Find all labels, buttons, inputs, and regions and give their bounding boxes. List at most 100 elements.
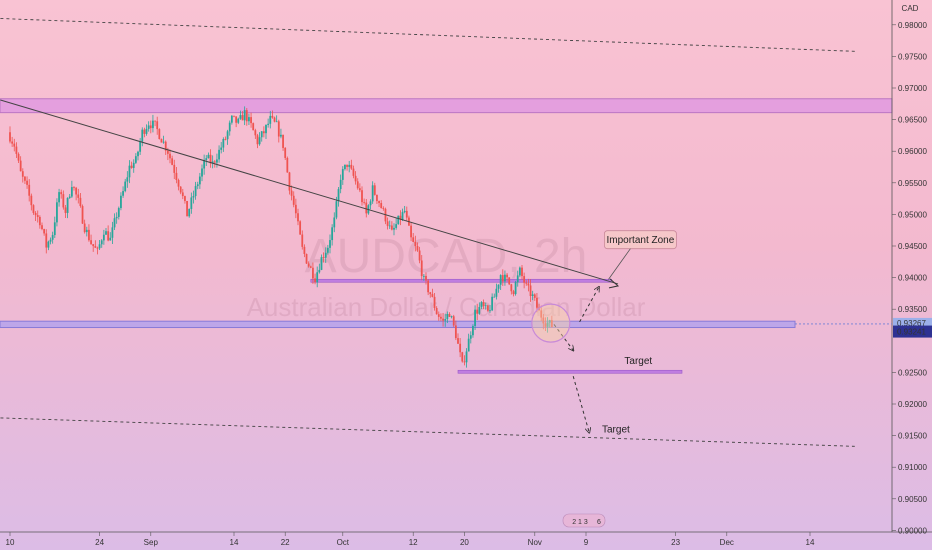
candle-body bbox=[489, 310, 491, 312]
candle-body bbox=[444, 319, 447, 321]
candle-134 bbox=[294, 198, 297, 219]
candle-208 bbox=[452, 314, 455, 328]
candle-body bbox=[361, 190, 363, 203]
y-tick-label-8: 0.94000 bbox=[898, 274, 927, 283]
candle-body bbox=[301, 234, 304, 247]
candle-135 bbox=[297, 208, 299, 226]
candle-body bbox=[363, 202, 366, 203]
candle-199 bbox=[433, 292, 436, 311]
candle-164 bbox=[358, 183, 361, 193]
candle-body bbox=[88, 229, 90, 241]
candle-body bbox=[124, 181, 127, 192]
candle-157 bbox=[344, 164, 346, 171]
candle-153 bbox=[335, 196, 338, 220]
candle-194 bbox=[422, 273, 425, 281]
events-extra: 6 bbox=[597, 519, 601, 526]
candle-body bbox=[461, 352, 464, 362]
candle-233 bbox=[506, 272, 508, 282]
candle-body bbox=[47, 241, 50, 248]
candle-163 bbox=[356, 178, 359, 190]
candle-body bbox=[228, 122, 231, 132]
candle-141 bbox=[309, 265, 312, 269]
candle-64 bbox=[145, 124, 148, 136]
y-tick-label-6: 0.95000 bbox=[898, 210, 927, 219]
candle-body bbox=[256, 135, 259, 145]
candle-body bbox=[102, 234, 105, 241]
candle-97 bbox=[216, 153, 218, 168]
candle-body bbox=[538, 307, 540, 311]
candle-61 bbox=[139, 137, 142, 155]
candle-body bbox=[512, 291, 515, 295]
candle-body bbox=[260, 131, 263, 138]
candle-251 bbox=[544, 317, 547, 331]
candle-body bbox=[467, 338, 470, 352]
candle-142 bbox=[312, 262, 314, 284]
candle-195 bbox=[425, 272, 427, 285]
candle-body bbox=[267, 123, 270, 125]
candle-body bbox=[504, 274, 506, 282]
annotations: Important Zone Target Target 2 1 3 6 bbox=[531, 230, 677, 528]
candle-body bbox=[11, 141, 14, 144]
candle-6 bbox=[21, 168, 24, 183]
candle-179 bbox=[390, 221, 393, 231]
candle-57 bbox=[130, 161, 133, 169]
candle-187 bbox=[408, 215, 410, 226]
candle-body bbox=[446, 314, 449, 320]
candle-body bbox=[454, 325, 457, 339]
candle-body bbox=[156, 121, 159, 130]
candle-body bbox=[418, 250, 421, 261]
candle-53 bbox=[122, 186, 124, 198]
candle-20 bbox=[51, 231, 54, 244]
candle-32 bbox=[77, 188, 80, 204]
candle-90 bbox=[201, 164, 203, 182]
candle-body bbox=[265, 124, 267, 134]
candle-body bbox=[307, 263, 310, 267]
candle-239 bbox=[518, 266, 521, 278]
candle-143 bbox=[314, 273, 316, 285]
annotation-box-0 bbox=[604, 230, 677, 250]
candle-body bbox=[241, 115, 244, 121]
candle-248 bbox=[538, 303, 540, 311]
candle-79 bbox=[177, 178, 180, 191]
candle-1 bbox=[11, 136, 14, 147]
candle-41 bbox=[96, 246, 99, 255]
candle-body bbox=[169, 153, 171, 159]
candle-body bbox=[239, 115, 242, 119]
candle-body bbox=[222, 138, 225, 148]
candle-169 bbox=[369, 199, 372, 210]
candle-73 bbox=[164, 140, 167, 155]
candle-body bbox=[521, 267, 523, 277]
candle-131 bbox=[288, 171, 291, 195]
candle-177 bbox=[386, 217, 389, 230]
candle-25 bbox=[62, 190, 65, 210]
drawings bbox=[0, 18, 855, 447]
y-tick-label-11: 0.92000 bbox=[898, 400, 927, 409]
candle-148 bbox=[324, 247, 327, 263]
candle-88 bbox=[196, 181, 199, 190]
candle-23 bbox=[58, 188, 60, 207]
candle-43 bbox=[100, 239, 103, 248]
candle-body bbox=[271, 115, 274, 118]
candle-72 bbox=[162, 135, 165, 144]
candle-188 bbox=[410, 222, 412, 242]
x-tick-label-3: 14 bbox=[230, 538, 239, 547]
candle-body bbox=[369, 201, 372, 206]
candle-229 bbox=[497, 284, 500, 293]
candle-body bbox=[412, 237, 415, 242]
candle-body bbox=[32, 205, 35, 213]
candle-118 bbox=[260, 130, 263, 142]
candle-95 bbox=[211, 155, 214, 169]
candle-body bbox=[224, 138, 227, 140]
candle-147 bbox=[322, 252, 325, 263]
y-tick-label-3: 0.96500 bbox=[898, 116, 927, 125]
candle-body bbox=[181, 192, 184, 197]
candle-body bbox=[450, 316, 453, 318]
candle-119 bbox=[262, 126, 265, 138]
candle-176 bbox=[384, 207, 387, 225]
candle-body bbox=[437, 314, 440, 317]
candle-232 bbox=[504, 270, 506, 286]
candle-body bbox=[235, 116, 238, 123]
candle-36 bbox=[85, 226, 88, 237]
candle-60 bbox=[137, 150, 139, 161]
